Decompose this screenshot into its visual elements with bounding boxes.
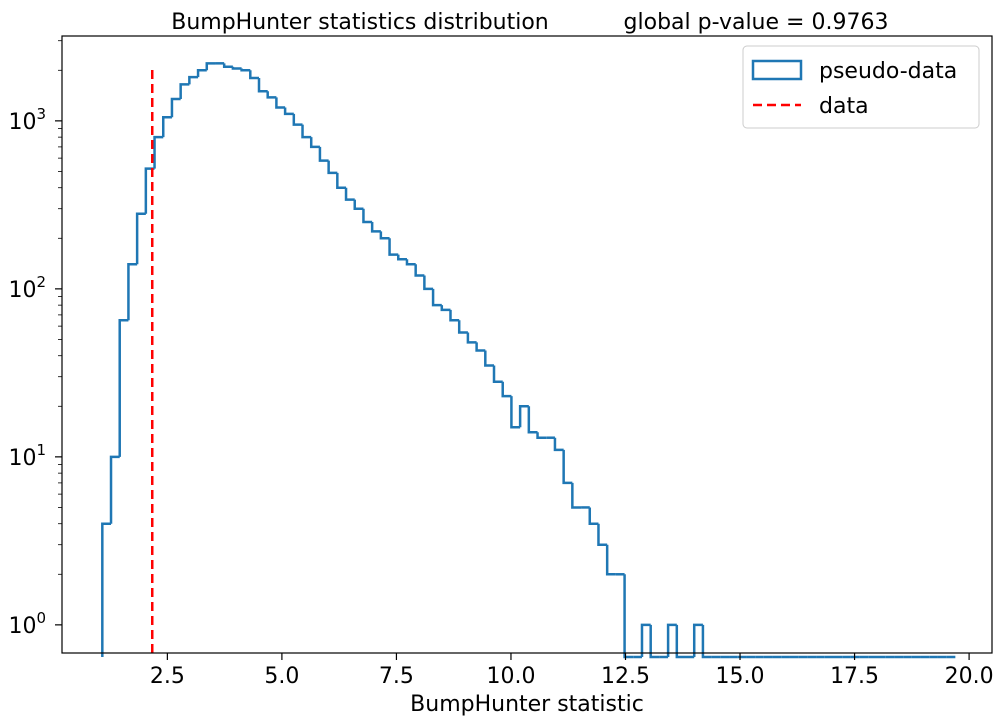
legend-swatch-pseudo-data <box>751 59 803 81</box>
histogram-bin <box>449 309 460 322</box>
histogram-bin <box>222 63 233 68</box>
histogram-bin <box>423 275 434 291</box>
legend-label-pseudo-data: pseudo-data <box>819 59 957 84</box>
histogram-bin <box>205 62 216 71</box>
histogram-bin <box>283 107 294 116</box>
histogram-bin <box>370 222 381 233</box>
histogram-bin <box>179 83 190 99</box>
x-axis-label: BumpHunter statistic <box>410 692 644 717</box>
x-tick-label: 2.5 <box>150 664 185 689</box>
histogram-bin <box>553 437 564 452</box>
histogram-bin <box>414 264 425 277</box>
histogram-bin <box>275 97 286 109</box>
histogram-bin <box>571 482 582 509</box>
legend-label-data: data <box>819 94 869 119</box>
histogram-bin <box>249 70 259 80</box>
histogram-bin <box>431 288 442 307</box>
histogram-bin <box>318 146 329 162</box>
histogram-bin <box>135 212 146 265</box>
histogram-bin <box>405 259 416 266</box>
histogram-bin <box>196 69 207 78</box>
x-tick-label: 5.0 <box>264 664 299 689</box>
histogram-bin <box>379 231 390 240</box>
histogram-bin <box>266 91 277 99</box>
histogram-bin <box>362 208 373 224</box>
y-tick-label: 102 <box>8 273 46 303</box>
histogram-series <box>101 62 956 659</box>
histogram-bin <box>397 254 407 261</box>
histogram-bin <box>353 199 364 210</box>
histogram-bin <box>292 113 303 126</box>
y-axis: 100 101 102 103 <box>8 40 62 639</box>
x-tick-label: 15.0 <box>716 664 765 689</box>
y-tick-label: 101 <box>8 441 46 471</box>
histogram-bin <box>466 332 477 344</box>
histogram-bin <box>388 238 399 256</box>
histogram-bin <box>170 97 181 118</box>
histogram-bin <box>492 365 503 383</box>
legend: pseudo-data data <box>742 45 980 129</box>
x-tick-label: 10.0 <box>486 664 535 689</box>
histogram-bin <box>457 320 468 334</box>
x-tick-label: 17.5 <box>830 664 879 689</box>
histogram-bin <box>257 77 268 93</box>
x-tick-label: 20.0 <box>945 664 994 689</box>
histogram-bin <box>153 135 164 169</box>
histogram-bin <box>127 263 138 321</box>
histogram-bin <box>692 623 703 657</box>
histogram-bin <box>327 160 338 175</box>
histogram-bin <box>475 342 486 352</box>
global-p-value: global p-value = 0.9763 <box>624 10 889 35</box>
histogram-bin <box>518 405 529 428</box>
y-tick-label: 103 <box>8 105 46 135</box>
chart-title: BumpHunter statistics distribution <box>171 10 549 35</box>
histogram-bin <box>101 522 112 657</box>
histogram-bin <box>188 75 199 85</box>
histogram-bin <box>666 623 677 657</box>
histogram-bin <box>301 124 312 139</box>
histogram-bin <box>605 544 616 576</box>
histogram-bin <box>649 624 660 659</box>
histogram-bin <box>562 449 573 485</box>
histogram-bin <box>484 350 495 367</box>
x-tick-label: 7.5 <box>379 664 414 689</box>
histogram-bin <box>623 574 634 659</box>
histogram-bin <box>344 187 355 201</box>
axes-frame <box>61 35 993 654</box>
histogram-bin <box>118 319 129 457</box>
histogram-bin <box>162 116 172 138</box>
histogram-bin <box>501 381 512 398</box>
histogram-bin <box>440 305 451 312</box>
histogram-bin <box>588 507 599 525</box>
x-axis: 2.5 5.0 7.5 10.0 12.5 15.0 17.5 20.0 <box>150 653 994 689</box>
y-tick-label: 100 <box>8 609 46 639</box>
histogram-bin <box>597 523 608 546</box>
histogram-bin <box>336 172 347 189</box>
histogram-bin <box>510 396 521 429</box>
plot-area <box>101 62 956 659</box>
x-tick-label: 12.5 <box>601 664 650 689</box>
histogram-bin <box>536 432 547 439</box>
histogram-bin <box>675 624 686 659</box>
histogram-bin <box>640 623 651 657</box>
histogram-bin <box>309 137 320 149</box>
histogram-bin <box>231 66 242 70</box>
histogram-bin <box>527 406 538 434</box>
histogram-bin <box>109 455 120 524</box>
histogram-bin <box>701 624 712 659</box>
histogram-bin <box>240 68 251 72</box>
